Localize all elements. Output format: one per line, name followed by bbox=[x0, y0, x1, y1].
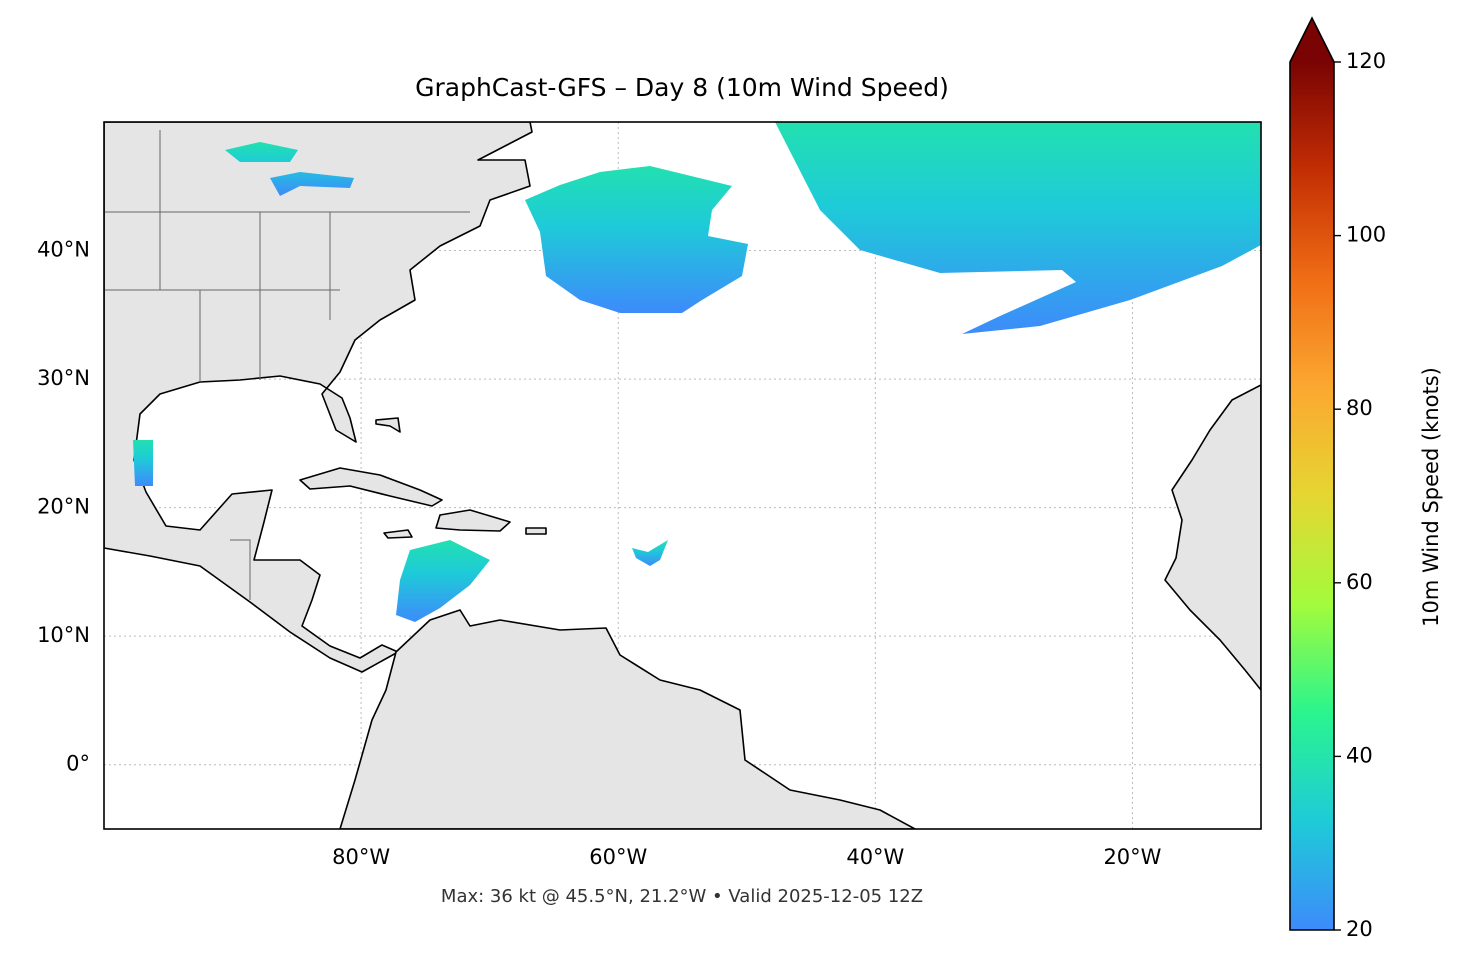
wind-field bbox=[632, 540, 668, 566]
colorbar-label: 10m Wind Speed (knots) bbox=[1419, 367, 1443, 627]
wind-field bbox=[225, 142, 354, 196]
colorbar-scale bbox=[1290, 62, 1334, 930]
africa bbox=[1164, 384, 1261, 691]
colorbar-tick-label: 80 bbox=[1346, 396, 1373, 420]
map-area bbox=[104, 122, 1261, 829]
wind-field bbox=[525, 166, 748, 313]
cuba bbox=[299, 467, 443, 507]
north-america bbox=[104, 122, 533, 673]
map-frame bbox=[103, 121, 1262, 830]
colorbar-frame bbox=[1289, 16, 1335, 931]
chart-title: GraphCast-GFS – Day 8 (10m Wind Speed) bbox=[415, 73, 949, 102]
jamaica bbox=[383, 529, 413, 539]
colorbar-tick-label: 100 bbox=[1346, 223, 1386, 247]
x-tick-label: 20°W bbox=[1103, 845, 1161, 869]
south-america bbox=[339, 609, 916, 829]
x-tick-label: 40°W bbox=[846, 845, 904, 869]
footnote: Max: 36 kt @ 45.5°N, 21.2°W • Valid 2025… bbox=[441, 886, 923, 907]
wind-field bbox=[775, 122, 1261, 334]
colorbar: 20 40 60 80 100 120 bbox=[1289, 16, 1386, 941]
y-tick-label: 0° bbox=[66, 752, 90, 776]
wind-field bbox=[396, 540, 490, 622]
wind-field bbox=[133, 440, 153, 486]
puerto-rico bbox=[525, 527, 547, 535]
y-tick-label: 40°N bbox=[37, 238, 90, 262]
colorbar-tick-label: 60 bbox=[1346, 570, 1373, 594]
borders bbox=[104, 130, 470, 600]
colorbar-tick-label: 120 bbox=[1346, 49, 1386, 73]
y-tick-label: 10°N bbox=[37, 623, 90, 647]
y-tick-label: 30°N bbox=[37, 366, 90, 390]
colorbar-extend bbox=[1290, 18, 1334, 62]
axis-labels: 80°W 60°W 40°W 20°W 0° 10°N 20°N 30°N 40°N bbox=[37, 238, 1162, 869]
colorbar-tick-label: 40 bbox=[1346, 743, 1373, 767]
y-tick-label: 20°N bbox=[37, 495, 90, 519]
hispaniola bbox=[435, 509, 511, 532]
bahamas bbox=[375, 417, 401, 433]
x-tick-label: 80°W bbox=[332, 845, 390, 869]
colorbar-tick-label: 20 bbox=[1346, 917, 1373, 941]
x-tick-label: 60°W bbox=[589, 845, 647, 869]
